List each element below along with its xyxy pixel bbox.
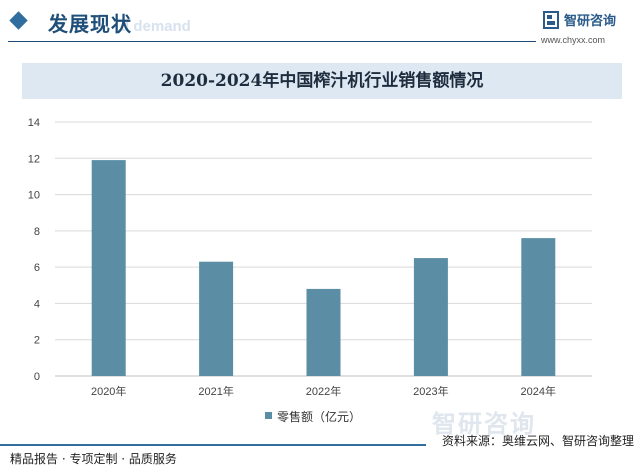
brand-logo-icon xyxy=(543,11,559,29)
page-title: 发展现状 xyxy=(48,12,132,36)
footer-watermark: 智研咨询 xyxy=(432,410,536,438)
footer-divider xyxy=(0,444,426,446)
bars-layer xyxy=(91,160,556,376)
y-tick-label: 2 xyxy=(34,335,40,347)
y-tick-label: 4 xyxy=(34,298,40,310)
brand-url: www.chyxx.com xyxy=(541,35,606,45)
x-tick-label: 2022年 xyxy=(306,384,341,398)
legend-swatch xyxy=(265,412,272,419)
y-tick-label: 8 xyxy=(34,226,40,238)
footer-slogan: 精品报告 · 专项定制 · 品质服务 xyxy=(10,452,177,466)
chart-title-band: 2020-2024年中国榨汁机行业销售额情况 xyxy=(22,63,622,99)
bar xyxy=(521,238,556,376)
labels-layer: 0 2 4 6 8 10 12 14 2020年 2021年 2022年 2023年 2024年 xyxy=(28,117,556,398)
source-note: 资料来源：奥维云网、智研咨询整理 xyxy=(441,434,634,448)
y-tick-label: 12 xyxy=(28,153,40,165)
header-divider xyxy=(8,41,536,42)
x-tick-label: 2020年 xyxy=(91,384,126,398)
y-tick-label: 14 xyxy=(28,117,40,129)
bar xyxy=(199,261,234,376)
legend-label: 零售额（亿元） xyxy=(277,410,362,424)
bar xyxy=(306,288,341,376)
x-tick-label: 2021年 xyxy=(198,384,233,398)
chart-title: 2020-2024年中国榨汁机行业销售额情况 xyxy=(160,71,484,91)
y-tick-label: 6 xyxy=(34,262,40,274)
x-tick-label: 2023年 xyxy=(413,384,448,398)
title-watermark: d demand xyxy=(120,18,191,35)
bar xyxy=(413,258,448,376)
y-tick-label: 0 xyxy=(34,371,40,383)
bar xyxy=(91,160,126,376)
y-tick-label: 10 xyxy=(28,190,40,202)
header: d demand 发展现状 智研咨询 www.chyxx.com xyxy=(0,0,644,48)
brand-name: 智研咨询 xyxy=(564,14,617,29)
x-tick-label: 2024年 xyxy=(521,384,556,398)
